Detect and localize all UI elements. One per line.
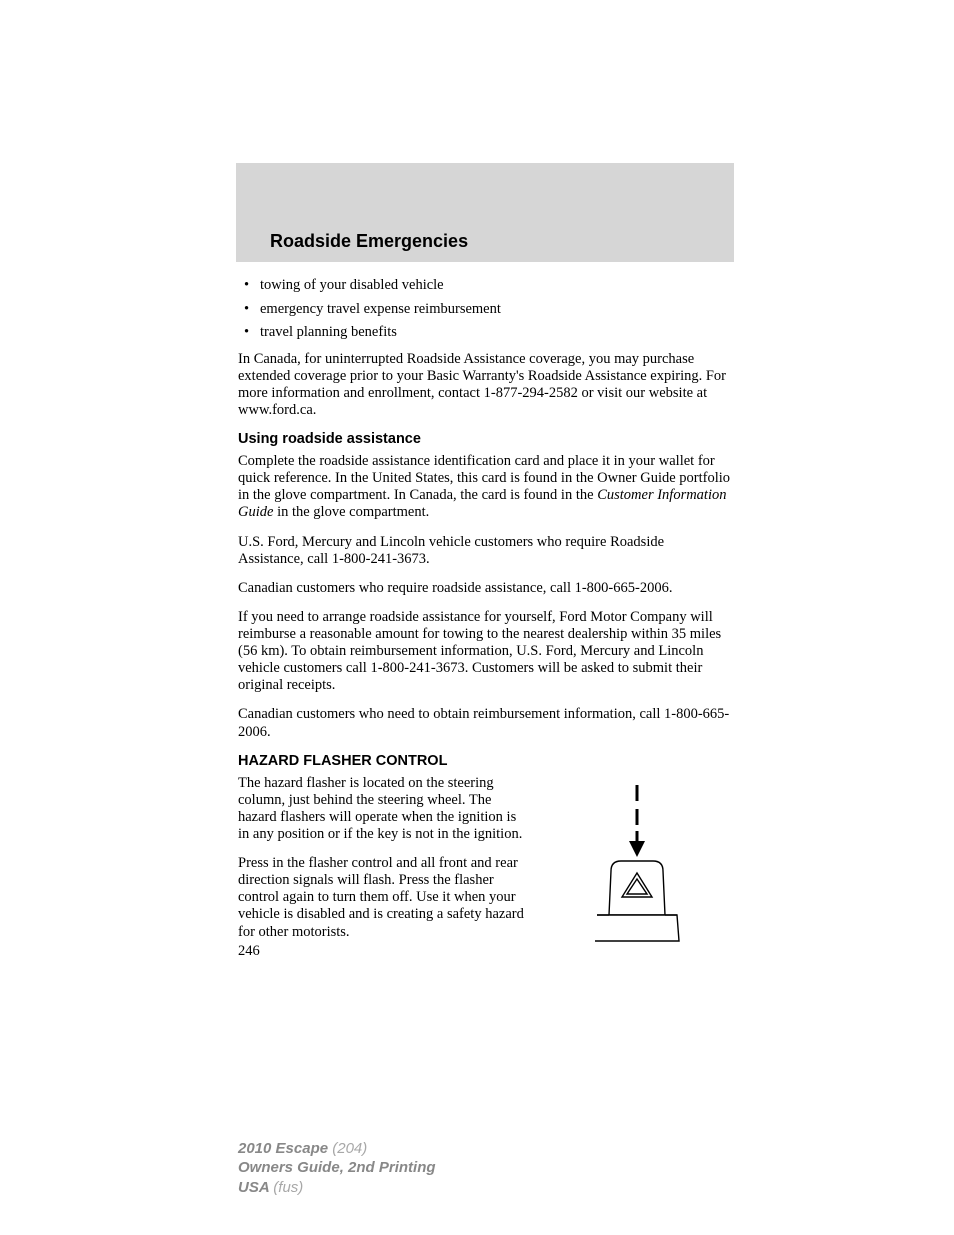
footer-line-3: USA (fus) bbox=[238, 1178, 436, 1198]
footer: 2010 Escape (204) Owners Guide, 2nd Prin… bbox=[238, 1139, 436, 1198]
hazard-diagram bbox=[542, 775, 732, 960]
footer-model: 2010 Escape bbox=[238, 1140, 332, 1157]
bullet-list: towing of your disabled vehicle emergenc… bbox=[238, 276, 732, 343]
hazard-row: The hazard flasher is located on the ste… bbox=[238, 775, 732, 960]
footer-region: USA bbox=[238, 1179, 273, 1196]
page: Roadside Emergencies towing of your disa… bbox=[0, 0, 954, 960]
hazard-heading: HAZARD FLASHER CONTROL bbox=[238, 753, 732, 769]
bullet-item: emergency travel expense reimbursement bbox=[248, 300, 732, 320]
using-p1-b: in the glove compartment. bbox=[273, 504, 429, 520]
hazard-p2: Press in the flasher control and all fro… bbox=[238, 855, 524, 941]
page-number: 246 bbox=[238, 943, 524, 960]
hazard-text-col: The hazard flasher is located on the ste… bbox=[238, 775, 524, 960]
using-p3: Canadian customers who require roadside … bbox=[238, 580, 732, 597]
footer-code: (204) bbox=[332, 1140, 367, 1157]
header-band: Roadside Emergencies bbox=[236, 163, 734, 262]
content-body: towing of your disabled vehicle emergenc… bbox=[238, 262, 732, 960]
canada-paragraph: In Canada, for uninterrupted Roadside As… bbox=[238, 351, 732, 419]
footer-region-code: (fus) bbox=[273, 1179, 303, 1196]
using-p1: Complete the roadside assistance identif… bbox=[238, 453, 732, 521]
using-p4: If you need to arrange roadside assistan… bbox=[238, 609, 732, 695]
using-p5: Canadian customers who need to obtain re… bbox=[238, 706, 732, 740]
hazard-flasher-icon bbox=[567, 779, 707, 959]
using-p2: U.S. Ford, Mercury and Lincoln vehicle c… bbox=[238, 534, 732, 568]
bullet-item: travel planning benefits bbox=[248, 323, 732, 343]
hazard-p1: The hazard flasher is located on the ste… bbox=[238, 775, 524, 843]
section-title: Roadside Emergencies bbox=[270, 231, 734, 252]
footer-line-1: 2010 Escape (204) bbox=[238, 1139, 436, 1159]
footer-line-2: Owners Guide, 2nd Printing bbox=[238, 1158, 436, 1178]
bullet-item: towing of your disabled vehicle bbox=[248, 276, 732, 296]
using-roadside-heading: Using roadside assistance bbox=[238, 431, 732, 447]
